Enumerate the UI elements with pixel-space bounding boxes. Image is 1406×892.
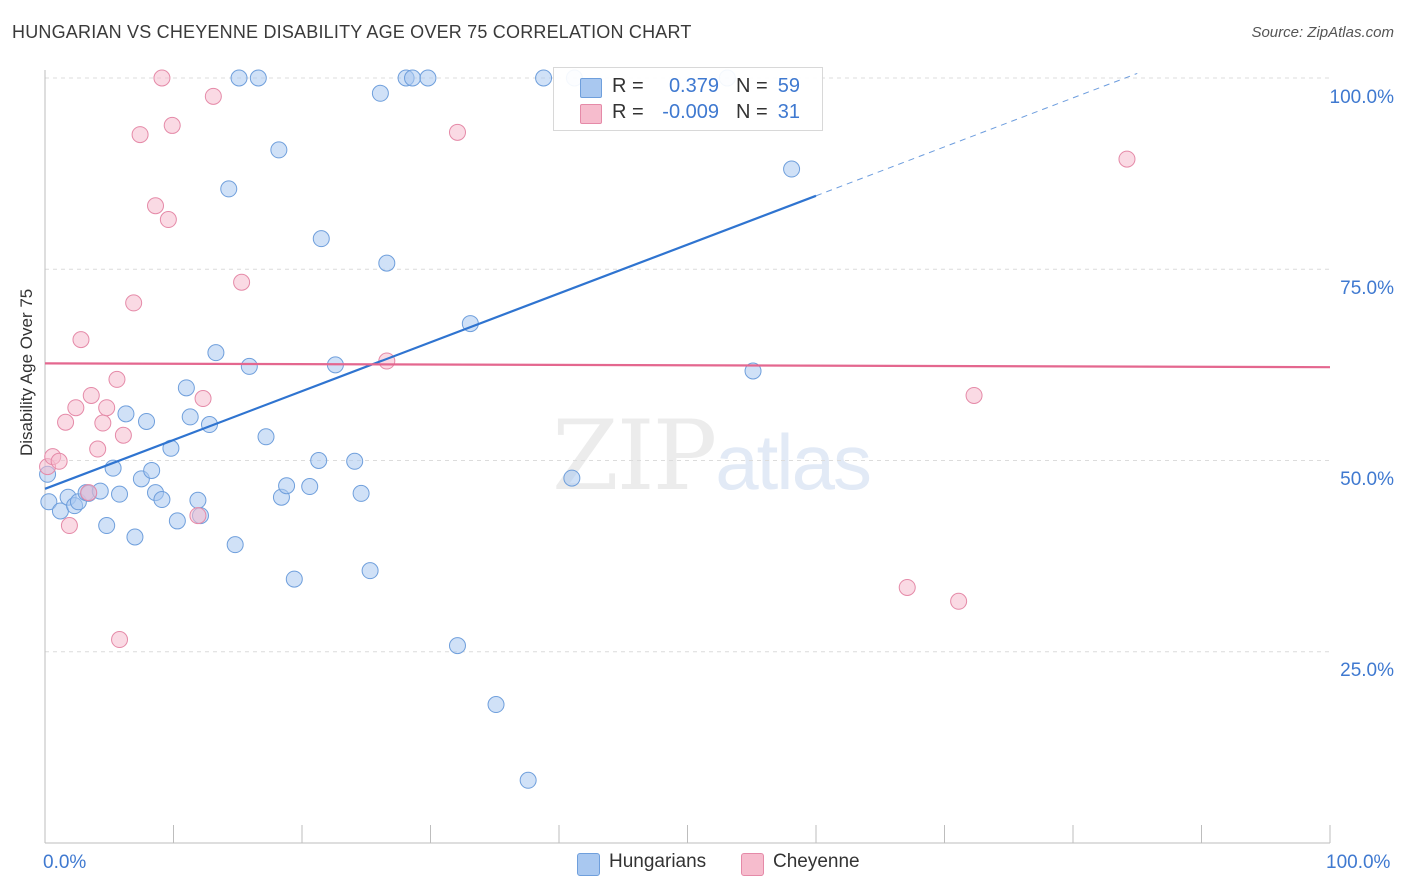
point-hungarian (346, 452, 364, 470)
legend-swatch-cheyenne (741, 853, 764, 876)
correlation-legend: R = 0.379 N = 59 R = -0.009 N = 31 (553, 67, 823, 131)
point-hungarian (230, 69, 248, 87)
point-cheyenne (204, 87, 222, 105)
point-hungarian (535, 69, 553, 87)
legend-r-value: -0.009 (662, 101, 719, 123)
point-cheyenne (194, 390, 212, 408)
legend-label-cheyenne: Cheyenne (773, 851, 860, 872)
y-axis-label: Disability Age Over 75 (17, 288, 36, 456)
trendline-hungarians-extension (815, 72, 1138, 197)
point-hungarian (117, 405, 135, 423)
point-hungarian (240, 357, 258, 375)
point-cheyenne (50, 452, 68, 470)
point-cheyenne (233, 273, 251, 291)
point-cheyenne (153, 69, 171, 87)
point-hungarian (278, 477, 296, 495)
y-tick-label-50: 50.0% (1340, 469, 1394, 490)
point-hungarian (352, 484, 370, 502)
x-tick-label-100: 100.0% (1326, 852, 1391, 873)
point-cheyenne (189, 507, 207, 525)
point-hungarian (487, 696, 505, 714)
chart-title: HUNGARIAN VS CHEYENNE DISABILITY AGE OVE… (12, 22, 692, 42)
trendline-hungarians (44, 194, 817, 490)
point-hungarian (285, 570, 303, 588)
legend-n-label: N = (736, 101, 768, 123)
point-cheyenne (60, 517, 78, 535)
legend-n-label: N = (736, 75, 768, 97)
point-hungarian (257, 428, 275, 446)
trendline-cheyenne (44, 362, 1331, 369)
point-hungarian (301, 478, 319, 496)
point-hungarian (126, 528, 144, 546)
point-cheyenne (448, 123, 466, 141)
point-hungarian (220, 180, 238, 198)
legend-swatch-cheyenne (580, 104, 602, 124)
point-hungarian (207, 344, 225, 362)
point-hungarian (310, 452, 328, 469)
legend-row-cheyenne: R = -0.009 N = 31 (554, 100, 822, 126)
point-hungarian (168, 512, 186, 530)
point-hungarian (189, 491, 207, 509)
legend-label-hungarians: Hungarians (609, 851, 707, 872)
point-hungarian (563, 469, 581, 487)
point-hungarian (419, 69, 437, 87)
point-cheyenne (131, 126, 149, 144)
point-cheyenne (147, 197, 165, 215)
point-cheyenne (67, 399, 85, 417)
y-tick-label-75: 75.0% (1340, 278, 1394, 299)
point-hungarian (143, 461, 161, 479)
point-hungarian (312, 230, 330, 248)
point-cheyenne (57, 413, 75, 431)
point-hungarian (153, 491, 171, 509)
point-hungarian (177, 379, 195, 397)
legend-r-label: R = (612, 75, 644, 97)
point-hungarian (98, 517, 116, 535)
point-cheyenne (163, 116, 181, 134)
legend-n-value: 31 (777, 101, 800, 123)
point-hungarian (783, 160, 801, 178)
point-cheyenne (82, 386, 100, 404)
point-cheyenne (125, 294, 143, 312)
y-tick-label-100: 100.0% (1329, 87, 1394, 108)
legend-n-value: 59 (777, 75, 800, 97)
point-hungarian (40, 493, 58, 511)
point-hungarian (181, 408, 199, 426)
point-hungarian (448, 637, 466, 655)
point-cheyenne (898, 578, 916, 596)
point-hungarian (361, 562, 379, 580)
point-cheyenne (1118, 150, 1136, 168)
legend-r-label: R = (612, 101, 644, 123)
y-tick-label-25: 25.0% (1340, 660, 1394, 681)
legend-r-value: 0.379 (668, 75, 719, 97)
point-cheyenne (98, 399, 116, 417)
point-cheyenne (111, 631, 129, 649)
point-hungarian (226, 536, 244, 554)
point-cheyenne (114, 426, 132, 444)
point-hungarian (378, 254, 396, 272)
point-cheyenne (108, 370, 126, 388)
point-hungarian (270, 141, 288, 159)
point-hungarian (404, 69, 422, 87)
point-hungarian (111, 485, 129, 503)
legend-row-hungarians: R = 0.379 N = 59 (554, 74, 822, 100)
point-cheyenne (89, 440, 107, 458)
point-hungarian (744, 362, 762, 380)
point-cheyenne (950, 592, 968, 610)
legend-swatch-hungarians (580, 78, 602, 98)
point-cheyenne (80, 484, 98, 502)
point-cheyenne (965, 386, 983, 404)
point-hungarian (249, 69, 267, 87)
point-cheyenne (72, 331, 90, 349)
point-cheyenne (94, 414, 112, 432)
point-hungarian (519, 771, 537, 789)
legend-swatch-hungarians (577, 853, 600, 876)
source-attribution: Source: ZipAtlas.com (1251, 24, 1394, 41)
point-hungarian (138, 412, 156, 430)
x-tick-label-0: 0.0% (43, 852, 87, 873)
point-cheyenne (159, 211, 177, 229)
point-hungarian (371, 84, 389, 102)
